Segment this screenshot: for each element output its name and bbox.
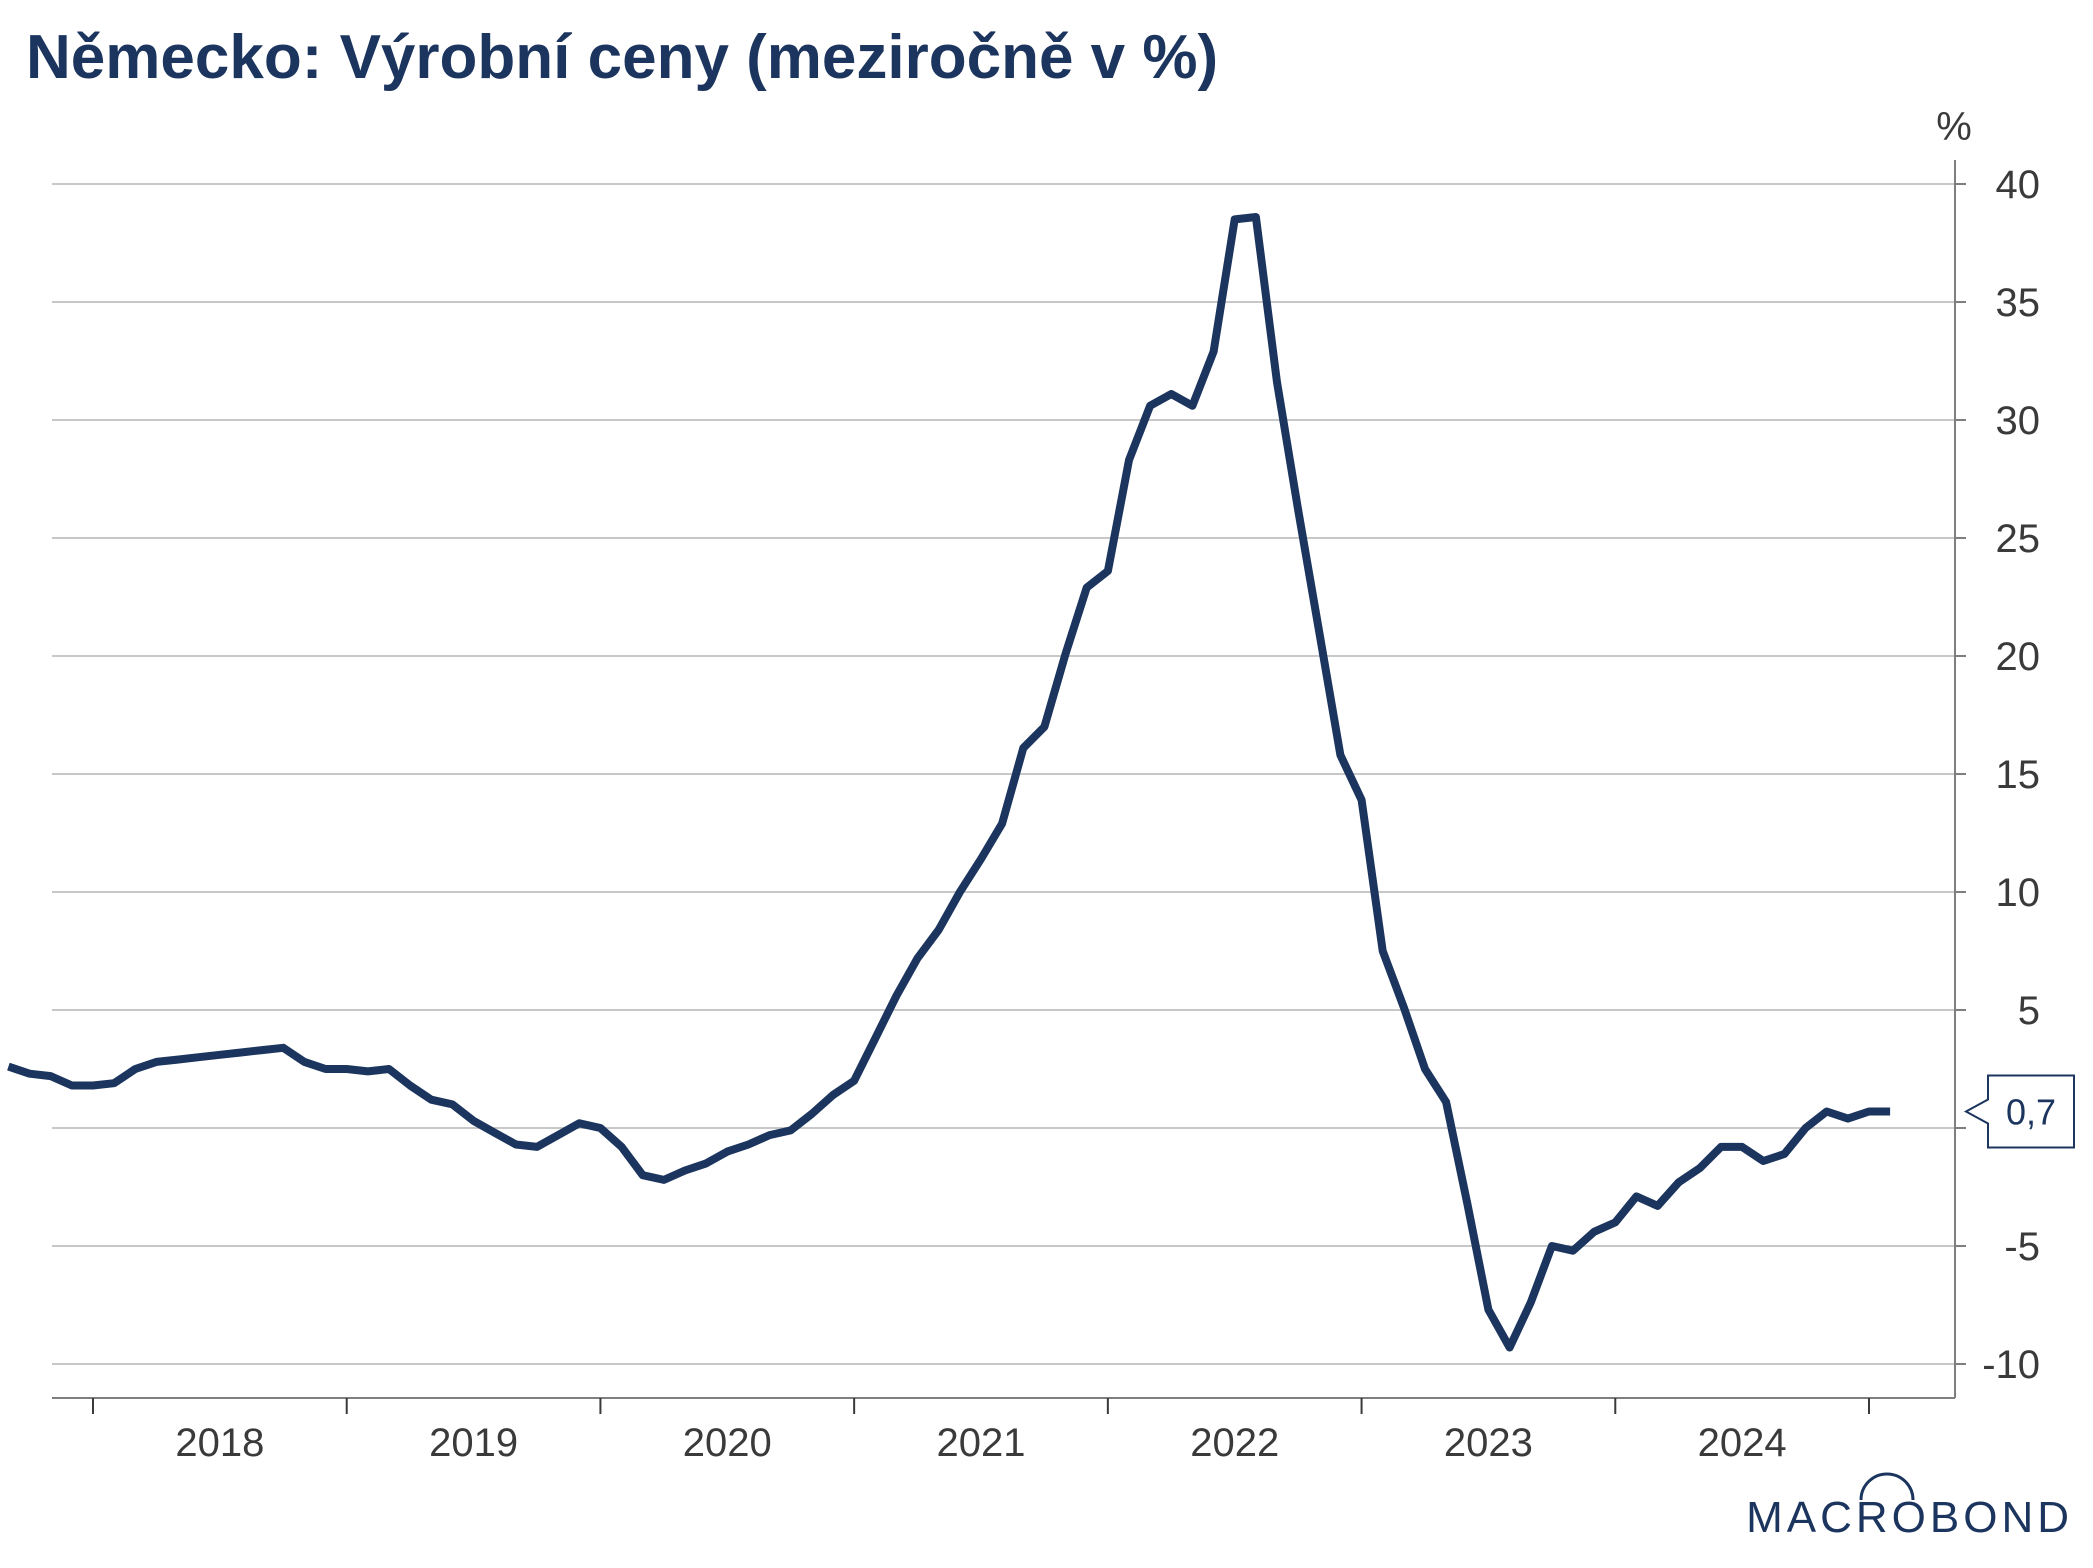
macrobond-logo-text: MACROBOND <box>1746 1493 2073 1542</box>
y-tick-label: 20 <box>1996 635 2041 679</box>
tick-labels: 40 35 30 25 20 15 10 5 -5 -10 2018 2019 2020 2021 2022… <box>175 163 2040 1465</box>
series-line <box>7 213 1891 1352</box>
x-tick-label: 2021 <box>937 1421 1026 1465</box>
last-value-callout-box <box>1963 1074 2075 1149</box>
y-tick-label: 30 <box>1996 399 2041 443</box>
series <box>7 213 1891 1352</box>
macrobond-logo-arc <box>1859 1472 1915 1501</box>
y-tick-label: 15 <box>1996 753 2041 797</box>
macrobond-logo: MACROBOND <box>1746 1472 2073 1542</box>
gridlines <box>52 183 1955 1365</box>
x-tick-label: 2018 <box>175 1421 264 1465</box>
x-tick-label: 2019 <box>429 1421 518 1465</box>
y-tick-label: 25 <box>1996 517 2041 561</box>
x-tick-label: 2023 <box>1444 1421 1533 1465</box>
y-tick-label: -10 <box>1982 1343 2040 1387</box>
y-tick-label: 10 <box>1996 871 2041 915</box>
x-tick-label: 2024 <box>1698 1421 1787 1465</box>
axes <box>52 160 1966 1414</box>
last-value-callout: 0,7 <box>1963 1074 2075 1149</box>
last-value-label: 0,7 <box>2006 1091 2056 1132</box>
y-tick-label: -5 <box>2004 1225 2040 1269</box>
y-axis-unit-label: % <box>1936 105 1972 149</box>
y-tick-label: 40 <box>1996 163 2041 207</box>
chart-title: Německo: Výrobní ceny (meziročně v %) <box>26 23 1219 92</box>
y-tick-label: 35 <box>1996 281 2041 325</box>
x-tick-label: 2022 <box>1190 1421 1279 1465</box>
x-tick-label: 2020 <box>683 1421 772 1465</box>
y-tick-label: 5 <box>2018 989 2040 1033</box>
